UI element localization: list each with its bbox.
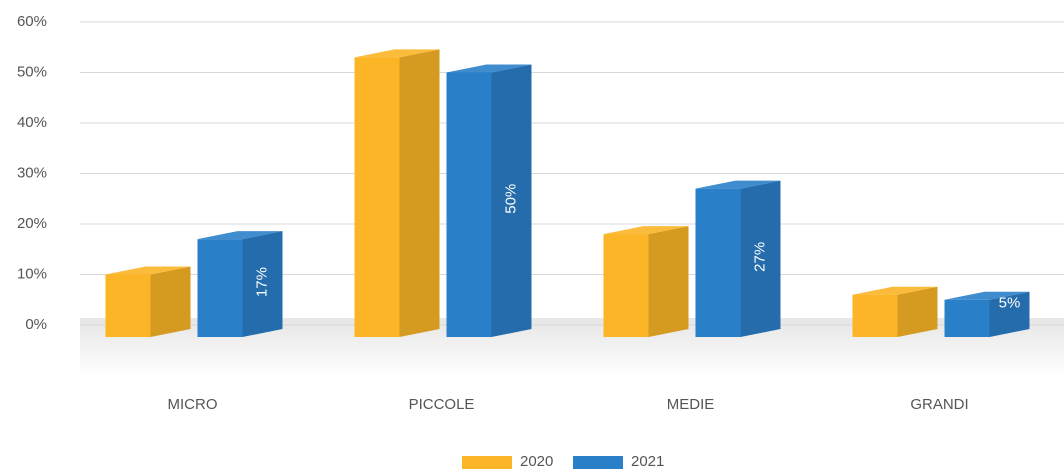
value-label: 5% <box>999 295 1021 312</box>
y-tick-label: 60% <box>17 13 47 30</box>
bar <box>944 291 1030 337</box>
bar-front <box>944 299 990 337</box>
bar-front <box>603 234 649 337</box>
bar-side <box>989 291 1030 337</box>
legend-swatch <box>573 456 623 469</box>
bar <box>446 64 532 337</box>
y-tick-label: 40% <box>17 114 47 131</box>
bar-front <box>852 294 898 337</box>
bar <box>603 226 689 337</box>
bar-side <box>242 231 283 337</box>
bar-front <box>197 239 243 337</box>
value-label: 50% <box>502 184 519 214</box>
y-tick-label: 0% <box>25 316 47 333</box>
bar <box>354 49 440 337</box>
bar-side <box>399 49 440 337</box>
bar-top <box>354 49 440 58</box>
bar-side <box>648 226 689 337</box>
x-tick-label: PICCOLE <box>409 396 475 413</box>
bar <box>852 286 938 337</box>
x-tick-label: MEDIE <box>667 396 715 413</box>
bar-front <box>105 274 151 337</box>
bar-side <box>150 266 191 337</box>
bar-top <box>944 291 1030 300</box>
value-label: 27% <box>751 242 768 272</box>
y-tick-label: 50% <box>17 63 47 80</box>
bar-top <box>695 180 781 189</box>
bar-side <box>897 286 938 337</box>
bar <box>105 266 191 337</box>
x-tick-label: MICRO <box>168 396 218 413</box>
legend-label: 2020 <box>520 453 553 469</box>
y-tick-label: 10% <box>17 265 47 282</box>
bar <box>197 231 283 337</box>
value-label: 17% <box>253 267 270 297</box>
bar-front <box>446 72 492 337</box>
bar <box>695 180 781 337</box>
bar-front <box>695 188 741 337</box>
bar-top <box>105 266 191 275</box>
bar-side <box>740 180 781 337</box>
y-tick-label: 20% <box>17 215 47 232</box>
bar-top <box>603 226 689 235</box>
bar-front <box>354 57 400 337</box>
bar-top <box>197 231 283 240</box>
y-tick-label: 30% <box>17 164 47 181</box>
legend-swatch <box>462 456 512 469</box>
bar-top <box>852 286 938 295</box>
bar-top <box>446 64 532 73</box>
legend-label: 2021 <box>631 453 664 469</box>
x-tick-label: GRANDI <box>910 396 968 413</box>
bar-side <box>491 64 532 337</box>
